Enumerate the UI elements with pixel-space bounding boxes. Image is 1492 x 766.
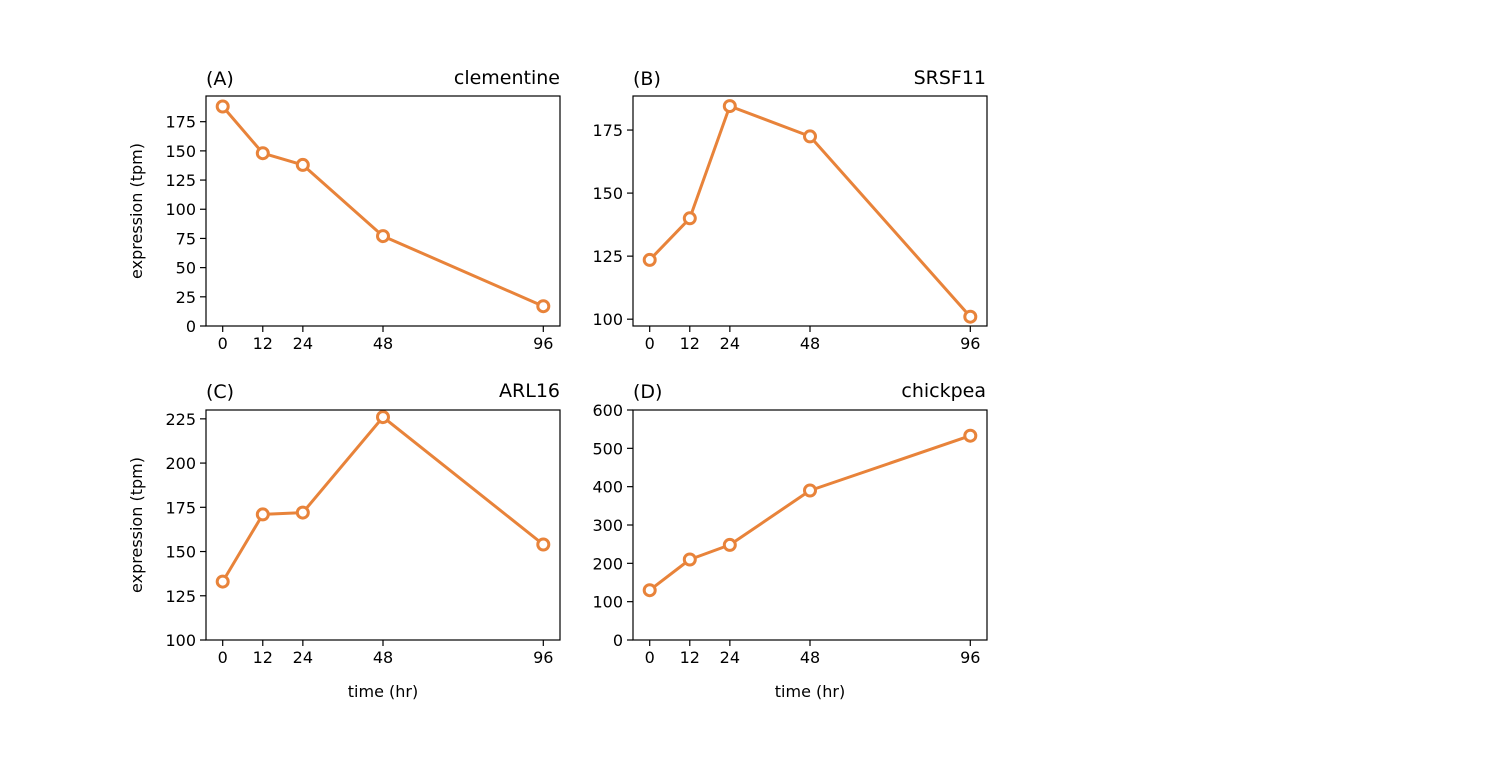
y-tick-label: 100 [165,631,196,650]
panel-title: chickpea [901,380,986,402]
series-line [221,105,544,308]
x-tick-label: 48 [800,648,820,667]
x-tick-label: 12 [680,648,700,667]
x-tick-label: 48 [373,648,393,667]
x-tick-label: 12 [253,648,273,667]
y-tick-label: 175 [165,113,196,132]
y-tick-label: 200 [592,554,623,573]
x-tick-label: 24 [293,334,313,353]
y-tick-label: 200 [165,454,196,473]
x-tick-label: 24 [293,648,313,667]
x-tick-label: 12 [680,334,700,353]
data-point [803,129,817,144]
y-tick-label: 75 [176,229,196,248]
x-tick-label: 96 [533,334,553,353]
x-tick-label: 24 [720,334,740,353]
panel-title: ARL16 [499,380,560,402]
data-point [803,483,817,498]
data-point [295,505,310,520]
y-tick-label: 150 [165,142,196,161]
y-axis-label: expression (tpm) [127,143,146,279]
series-line [221,415,545,583]
panel-title: clementine [454,67,560,89]
x-tick-label: 0 [218,648,228,667]
x-tick-label: 0 [645,648,655,667]
subplot-d: (D) chickpea time (hr) 0 12 24 48 96 0 100 200 3… [592,380,988,701]
data-point [722,537,737,552]
y-tick-label: 175 [165,498,196,517]
x-tick-label: 96 [533,648,553,667]
y-tick-label: 125 [165,587,196,606]
plot-frame [632,409,988,641]
series-line [648,434,971,592]
data-point [215,99,230,114]
subplot-c: (C) ARL16 expression (tpm) time (hr) 0 12… [127,380,561,701]
x-tick-label: 12 [253,334,273,353]
panel-label: (B) [633,68,661,90]
x-tick-label: 48 [373,334,393,353]
data-point [963,309,978,324]
y-axis-label: expression (tpm) [127,457,146,593]
data-point [215,574,230,589]
subplot-b: (B) SRSF11 0 12 24 48 96 100 125 150 175 [592,67,988,353]
data-point [376,410,390,425]
y-tick-label: 50 [176,259,196,278]
y-tick-label: 125 [165,171,196,190]
data-point [536,537,551,552]
y-tick-label: 500 [592,439,623,458]
y-tick-label: 100 [165,200,196,219]
data-point [376,229,390,244]
data-point [255,146,270,161]
y-tick-label: 600 [592,401,623,420]
y-tick-label: 125 [592,247,623,266]
y-tick-label: 225 [165,410,196,429]
data-point [255,507,270,522]
y-tick-label: 25 [176,288,196,307]
data-point [295,157,310,172]
data-point [536,299,551,314]
y-tick-label: 0 [186,317,196,336]
x-axis-label: time (hr) [775,682,845,701]
panel-label: (C) [206,381,234,403]
data-point [682,552,697,567]
x-axis-label: time (hr) [348,682,418,701]
y-tick-label: 150 [165,543,196,562]
y-tick-label: 150 [592,184,623,203]
data-point [642,583,657,598]
data-point [963,428,978,443]
subplot-a: (A) clementine expression (tpm) 0 12 24 48 9… [127,67,561,353]
x-tick-label: 0 [218,334,228,353]
plot-frame [205,409,561,641]
data-point [682,211,697,226]
x-tick-label: 24 [720,648,740,667]
x-tick-label: 96 [960,334,980,353]
panel-title: SRSF11 [914,67,986,89]
y-tick-label: 400 [592,478,623,497]
y-tick-label: 175 [592,121,623,140]
y-tick-label: 100 [592,310,623,329]
data-point [642,252,657,267]
x-tick-label: 96 [960,648,980,667]
x-tick-label: 48 [800,334,820,353]
y-tick-label: 100 [592,593,623,612]
panel-label: (D) [633,381,662,403]
panel-label: (A) [206,68,234,90]
y-tick-label: 300 [592,516,623,535]
y-tick-label: 0 [613,631,623,650]
data-point [722,99,737,114]
x-tick-label: 0 [645,334,655,353]
